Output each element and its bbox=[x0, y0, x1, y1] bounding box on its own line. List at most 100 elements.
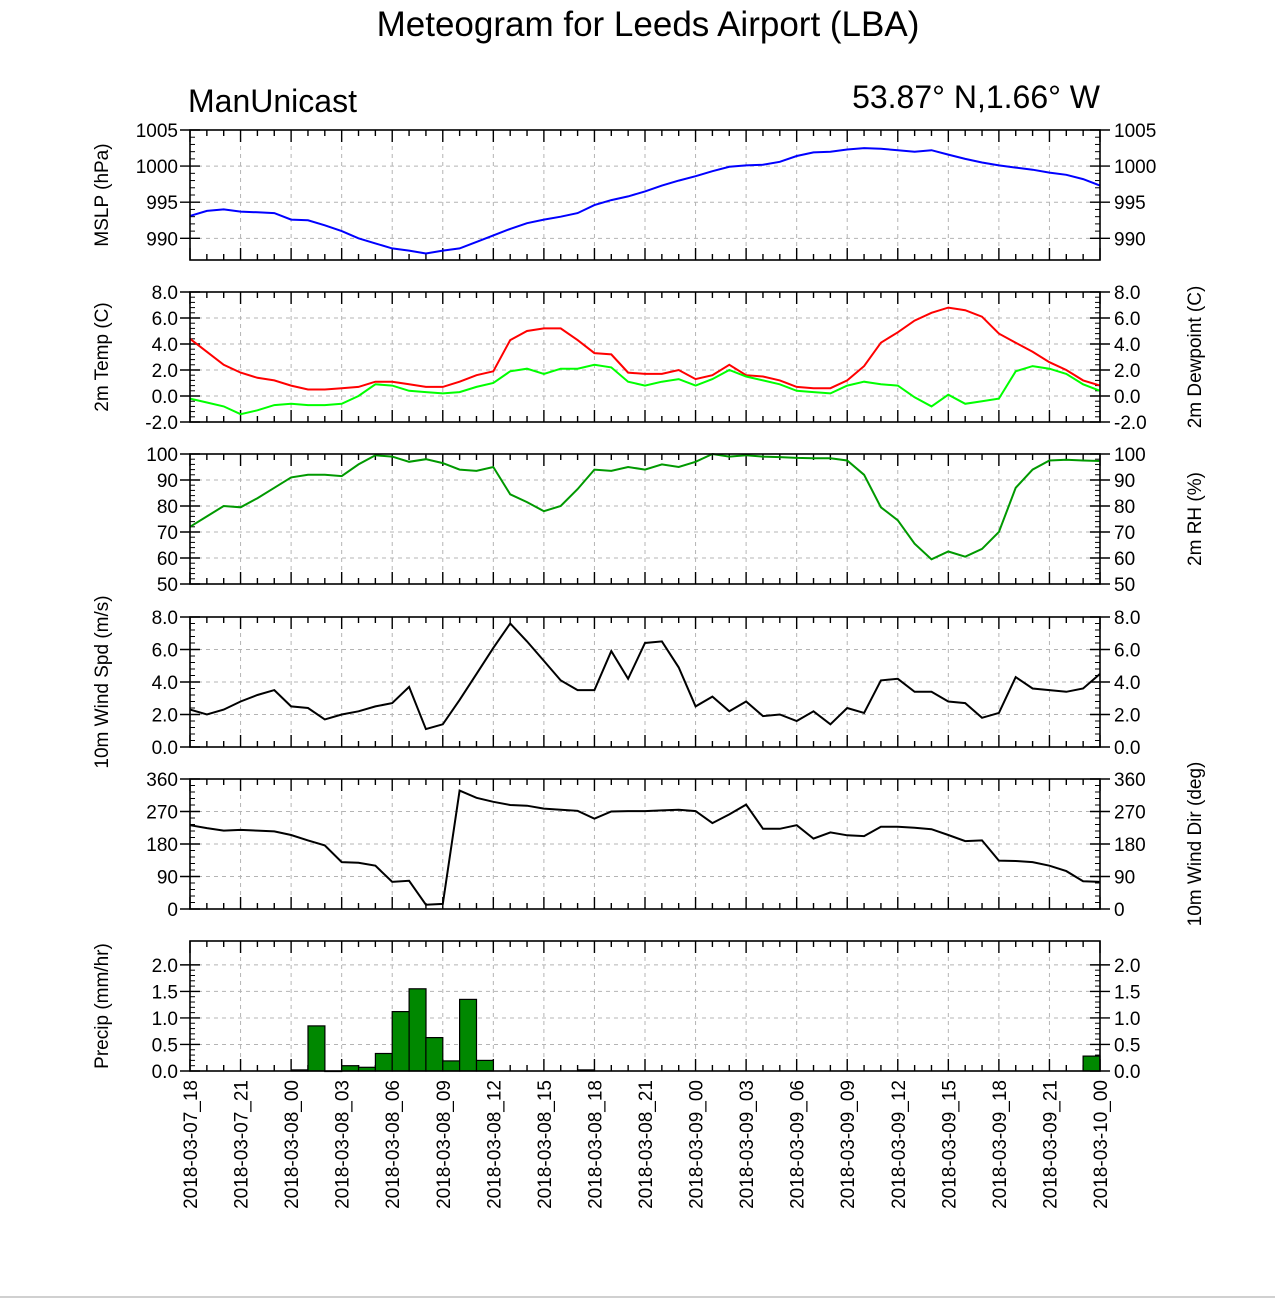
y-tick-label-left: 180 bbox=[146, 835, 178, 856]
y-tick-label-left: 1005 bbox=[136, 121, 178, 142]
y-tick-label-right: 360 bbox=[1114, 770, 1146, 791]
y-tick-label-left: 50 bbox=[157, 575, 178, 596]
y-tick-label-left: 6.0 bbox=[152, 309, 178, 330]
y-tick-label-left: 100 bbox=[146, 445, 178, 466]
y-tick-label-left: 1000 bbox=[136, 157, 178, 178]
y-axis-label-right: 2m Dewpoint (C) bbox=[1185, 286, 1206, 429]
y-tick-label-left: 60 bbox=[157, 549, 178, 570]
x-tick-label: 2018-03-08_21 bbox=[636, 1080, 657, 1209]
y-tick-label-right: 90 bbox=[1114, 868, 1135, 889]
y-tick-label-right: 100 bbox=[1114, 445, 1146, 466]
y-tick-label-right: 270 bbox=[1114, 803, 1146, 824]
y-tick-label-right: 0.5 bbox=[1114, 1035, 1140, 1056]
y-axis-label-right: 2m RH (%) bbox=[1185, 472, 1206, 566]
panel-frame bbox=[189, 291, 1101, 423]
y-axis-label-right: 10m Wind Dir (deg) bbox=[1185, 762, 1206, 927]
y-tick-label-right: 0.0 bbox=[1114, 738, 1140, 759]
y-tick-label-right: 70 bbox=[1114, 523, 1135, 544]
y-tick-label-right: 4.0 bbox=[1114, 673, 1140, 694]
x-tick-label: 2018-03-10_00 bbox=[1091, 1080, 1112, 1209]
y-tick-label-right: -2.0 bbox=[1114, 413, 1147, 434]
panel-frame bbox=[189, 453, 1101, 585]
wdir-series-line-0 bbox=[189, 789, 1101, 906]
y-tick-label-left: 0.0 bbox=[152, 738, 178, 759]
y-tick-label-left: 90 bbox=[157, 868, 178, 889]
wspd-series-line-0 bbox=[189, 621, 1101, 731]
y-tick-label-left: 0.0 bbox=[152, 387, 178, 408]
panel-frame bbox=[189, 940, 1101, 1072]
x-tick-label: 2018-03-09_03 bbox=[737, 1080, 758, 1209]
y-tick-label-right: 8.0 bbox=[1114, 608, 1140, 629]
x-tick-label: 2018-03-08_12 bbox=[484, 1080, 505, 1209]
y-tick-label-left: 270 bbox=[146, 803, 178, 824]
x-tick-label: 2018-03-08_00 bbox=[282, 1080, 303, 1209]
y-tick-label-left: 8.0 bbox=[152, 608, 178, 629]
precip-bar bbox=[1082, 1055, 1101, 1072]
temp-series-line-0 bbox=[189, 306, 1101, 391]
x-tick-label: 2018-03-08_06 bbox=[383, 1080, 404, 1209]
x-tick-label: 2018-03-08_03 bbox=[333, 1080, 354, 1209]
y-tick-label-right: 4.0 bbox=[1114, 335, 1140, 356]
panel-rh: 50 50 60 60 70 70 80 80 90 90 100 100 2m RH (%) bbox=[146, 445, 1206, 596]
y-tick-label-left: 70 bbox=[157, 523, 178, 544]
panel-frame bbox=[189, 616, 1101, 748]
y-tick-label-left: 2.0 bbox=[152, 361, 178, 382]
location-coordinates: 53.87° N,1.66° W bbox=[852, 79, 1101, 115]
panel-mslp: 990 990 995 995 1000 1000 1005 1005 MSLP (hPa) bbox=[92, 121, 1156, 261]
x-tick-label: 2018-03-09_21 bbox=[1040, 1080, 1061, 1209]
y-tick-label-right: 990 bbox=[1114, 229, 1146, 250]
y-tick-label-right: 80 bbox=[1114, 497, 1135, 518]
y-tick-label-right: 1.5 bbox=[1114, 982, 1140, 1003]
precip-bar bbox=[459, 998, 478, 1072]
y-tick-label-left: 1.5 bbox=[152, 982, 178, 1003]
temp-series-line-1 bbox=[189, 363, 1101, 416]
y-tick-label-left: 80 bbox=[157, 497, 178, 518]
chart-title: Meteogram for Leeds Airport (LBA) bbox=[377, 5, 920, 44]
y-tick-label-right: 2.0 bbox=[1114, 361, 1140, 382]
y-axis-label-left: MSLP (hPa) bbox=[92, 143, 113, 246]
x-tick-label: 2018-03-07_18 bbox=[181, 1080, 202, 1209]
y-tick-label-left: 1.0 bbox=[152, 1009, 178, 1030]
y-tick-label-right: 6.0 bbox=[1114, 309, 1140, 330]
y-tick-label-right: 180 bbox=[1114, 835, 1146, 856]
x-tick-label: 2018-03-09_09 bbox=[838, 1080, 859, 1209]
panel-frame bbox=[189, 129, 1101, 261]
precip-bar bbox=[442, 1060, 461, 1072]
y-axis-label-left: Precip (mm/hr) bbox=[92, 943, 113, 1069]
y-tick-label-left: 90 bbox=[157, 471, 178, 492]
x-tick-label: 2018-03-09_15 bbox=[939, 1080, 960, 1209]
y-tick-label-right: 90 bbox=[1114, 471, 1135, 492]
model-label: ManUnicast bbox=[188, 83, 357, 119]
y-tick-label-right: 50 bbox=[1114, 575, 1135, 596]
y-tick-label-left: 8.0 bbox=[152, 283, 178, 304]
x-tick-label: 2018-03-07_21 bbox=[232, 1080, 253, 1209]
y-axis-label-left: 10m Wind Spd (m/s) bbox=[92, 595, 113, 768]
mslp-series-line-0 bbox=[189, 147, 1101, 255]
y-tick-label-right: 0.0 bbox=[1114, 387, 1140, 408]
y-tick-label-left: 0.0 bbox=[152, 1062, 178, 1083]
panel-wdir: 0 0 90 90 180 180 270 270 360 360 10m Wind Dir (de… bbox=[146, 762, 1206, 927]
y-tick-label-left: 4.0 bbox=[152, 335, 178, 356]
y-tick-label-left: 2.0 bbox=[152, 956, 178, 977]
panel-precip: 0.0 0.0 0.5 0.5 1.0 1.0 1.5 1.5 2.0 2.0 Precip (mm… bbox=[92, 940, 1140, 1083]
x-tick-label: 2018-03-08_15 bbox=[535, 1080, 556, 1209]
y-tick-label-right: 6.0 bbox=[1114, 641, 1140, 662]
y-tick-label-left: 990 bbox=[146, 229, 178, 250]
y-tick-label-right: 0.0 bbox=[1114, 1062, 1140, 1083]
precip-bar bbox=[475, 1059, 494, 1072]
x-tick-label: 2018-03-09_06 bbox=[788, 1080, 809, 1209]
precip-bar bbox=[374, 1052, 393, 1072]
y-tick-label-left: 360 bbox=[146, 770, 178, 791]
y-tick-label-left: 995 bbox=[146, 193, 178, 214]
precip-bar bbox=[408, 988, 427, 1072]
x-tick-label: 2018-03-08_18 bbox=[585, 1080, 606, 1209]
panel-temp: -2.0 -2.0 0.0 0.0 2.0 2.0 4.0 4.0 6.0 6.0 8.0 8.0 2m… bbox=[92, 283, 1206, 434]
y-tick-label-right: 2.0 bbox=[1114, 706, 1140, 727]
precip-bar bbox=[391, 1010, 410, 1072]
y-tick-label-left: 6.0 bbox=[152, 641, 178, 662]
y-tick-label-left: 4.0 bbox=[152, 673, 178, 694]
precip-bar bbox=[425, 1036, 444, 1072]
precip-bar bbox=[307, 1025, 326, 1072]
y-tick-label-left: -2.0 bbox=[145, 413, 178, 434]
